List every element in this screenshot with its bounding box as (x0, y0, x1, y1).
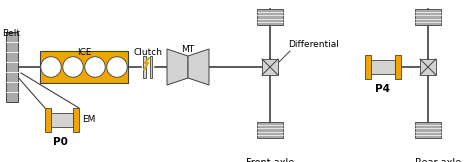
Text: P0: P0 (53, 137, 67, 147)
Bar (365, 55, 372, 79)
Text: Clutch: Clutch (134, 48, 163, 57)
Circle shape (85, 57, 105, 77)
Circle shape (63, 57, 83, 77)
Polygon shape (167, 49, 188, 85)
Bar (144, 56, 146, 78)
Bar (6, 32, 18, 102)
Circle shape (107, 57, 127, 77)
Text: P4: P4 (375, 84, 391, 94)
Bar (415, 122, 441, 138)
Bar (51, 113, 73, 127)
Bar (40, 51, 128, 83)
Bar (257, 9, 283, 25)
Text: Front axle: Front axle (246, 158, 294, 162)
Bar (257, 122, 283, 138)
Bar (73, 108, 79, 132)
Polygon shape (188, 49, 209, 85)
Bar (415, 9, 441, 25)
Bar (150, 56, 153, 78)
Bar (262, 59, 278, 75)
Circle shape (41, 57, 61, 77)
Text: Belt: Belt (2, 29, 20, 38)
Bar (420, 59, 436, 75)
Bar (45, 108, 51, 132)
Text: EM: EM (82, 115, 95, 123)
Text: MT: MT (182, 45, 194, 54)
Text: Differential: Differential (288, 40, 339, 49)
Text: Rear axle: Rear axle (415, 158, 461, 162)
Bar (394, 55, 401, 79)
Bar (372, 60, 394, 74)
Text: ICE: ICE (77, 48, 91, 57)
